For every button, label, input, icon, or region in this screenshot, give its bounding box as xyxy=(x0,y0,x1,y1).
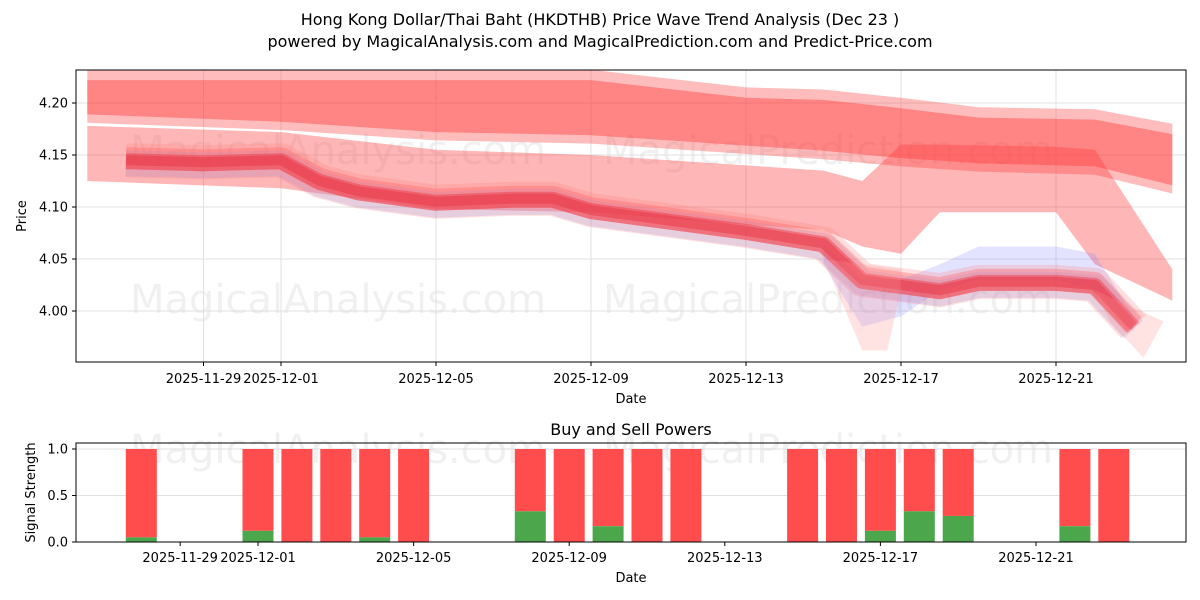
x-tick-label: 2025-12-05 xyxy=(376,551,452,566)
low-wave-band xyxy=(823,259,901,351)
sell-bar xyxy=(320,449,352,542)
signal-bar xyxy=(1059,449,1091,542)
price-wave-core xyxy=(125,147,1142,333)
signal-bar xyxy=(242,449,274,542)
low-wave-band xyxy=(1094,290,1164,358)
signal-plot-frame xyxy=(75,442,1187,543)
sell-bar xyxy=(787,449,819,542)
signal-bar xyxy=(942,449,974,542)
upper-wave-band xyxy=(87,70,1173,194)
signal-chart-title: Buy and Sell Powers xyxy=(550,420,712,439)
sell-bar xyxy=(398,449,430,542)
sell-bar xyxy=(242,449,274,531)
x-tick-label: 2025-12-17 xyxy=(863,372,939,387)
x-tick-label: 2025-12-09 xyxy=(553,372,629,387)
watermark: MagicalAnalysis.com xyxy=(130,128,546,174)
buy-bar xyxy=(125,537,157,542)
buy-bar xyxy=(1059,526,1091,542)
buy-bar xyxy=(514,511,546,542)
chart-title: Hong Kong Dollar/Thai Baht (HKDTHB) Pric… xyxy=(300,10,900,29)
sell-bar xyxy=(864,449,896,531)
price-wave-core xyxy=(125,155,1138,331)
buy-bar xyxy=(359,537,391,542)
x-axis-label: Date xyxy=(615,571,646,586)
sell-bar xyxy=(903,449,935,512)
y-axis-label: Signal Strength xyxy=(24,442,39,542)
x-tick-label: 2025-11-29 xyxy=(166,372,242,387)
x-tick-label: 2025-12-01 xyxy=(220,551,296,566)
sell-bar xyxy=(826,449,857,542)
buy-bar xyxy=(592,526,624,542)
signal-bar xyxy=(320,449,352,542)
signal-bar xyxy=(553,449,585,542)
y-tick-label: 4.15 xyxy=(39,149,68,164)
buy-bar xyxy=(903,511,935,542)
sell-bar xyxy=(1098,449,1130,542)
wave-bands xyxy=(87,70,1173,358)
sell-bar xyxy=(125,449,157,538)
buy-bar xyxy=(864,530,896,542)
mid-wave-band xyxy=(87,125,1173,301)
y-tick-label: 4.00 xyxy=(39,305,68,320)
sell-bar xyxy=(281,449,313,542)
chart-subtitle: powered by MagicalAnalysis.com and Magic… xyxy=(267,32,933,51)
watermark: MagicalPrediction.com xyxy=(603,277,1053,323)
blue-wave-band xyxy=(823,243,1134,332)
signal-bar xyxy=(903,449,935,542)
signal-bar xyxy=(592,449,624,542)
sell-bar xyxy=(631,449,663,542)
sell-bar xyxy=(553,449,585,542)
x-tick-label: 2025-12-09 xyxy=(531,551,607,566)
signal-bar xyxy=(787,449,819,542)
signal-bar xyxy=(398,449,430,542)
x-tick-label: 2025-12-17 xyxy=(843,551,919,566)
signal-bar xyxy=(359,449,391,542)
watermark: MagicalPrediction.com xyxy=(603,128,1053,174)
x-tick-label: 2025-12-01 xyxy=(243,372,319,387)
y-tick-label: 1.0 xyxy=(47,443,68,458)
buy-bar xyxy=(942,515,974,542)
y-tick-label: 4.20 xyxy=(39,97,68,112)
x-axis-label: Date xyxy=(615,392,646,407)
price-plot-frame xyxy=(75,69,1187,363)
x-tick-label: 2025-12-21 xyxy=(1018,372,1094,387)
buy-sell-chart: MagicalAnalysis.comMagicalPrediction.com… xyxy=(24,420,1187,586)
sell-bar xyxy=(670,449,702,542)
y-tick-label: 0.0 xyxy=(47,536,68,551)
signal-bar xyxy=(670,449,702,542)
signal-bar xyxy=(864,449,896,542)
sell-bar xyxy=(1059,449,1091,527)
y-tick-label: 4.05 xyxy=(39,253,68,268)
watermark: MagicalAnalysis.com xyxy=(130,277,546,323)
y-tick-label: 4.10 xyxy=(39,201,68,216)
price-wave-core xyxy=(125,143,1146,339)
sell-bar xyxy=(359,449,391,538)
x-tick-label: 2025-12-05 xyxy=(398,372,474,387)
sell-bar xyxy=(942,449,974,516)
x-tick-label: 2025-12-13 xyxy=(687,551,763,566)
signal-bar xyxy=(514,449,546,542)
signal-bar xyxy=(125,449,157,542)
x-tick-label: 2025-12-21 xyxy=(998,551,1074,566)
price-wave-core xyxy=(125,150,1144,339)
signal-bar xyxy=(631,449,663,542)
price-wave-core xyxy=(125,153,1140,334)
price-chart: MagicalAnalysis.com MagicalPrediction.com… xyxy=(15,69,1187,407)
signal-bar xyxy=(281,449,313,542)
y-axis-label: Price xyxy=(15,200,30,232)
buy-bar xyxy=(242,530,274,542)
price-plot-area xyxy=(76,70,1186,362)
signal-bar xyxy=(1098,449,1130,542)
sell-bar xyxy=(514,449,546,512)
signal-bar xyxy=(826,449,857,542)
y-tick-label: 0.5 xyxy=(47,489,68,504)
sell-bar xyxy=(592,449,624,527)
x-tick-label: 2025-12-13 xyxy=(708,372,784,387)
upper-wave-band xyxy=(87,80,1173,186)
x-tick-label: 2025-11-29 xyxy=(142,551,218,566)
